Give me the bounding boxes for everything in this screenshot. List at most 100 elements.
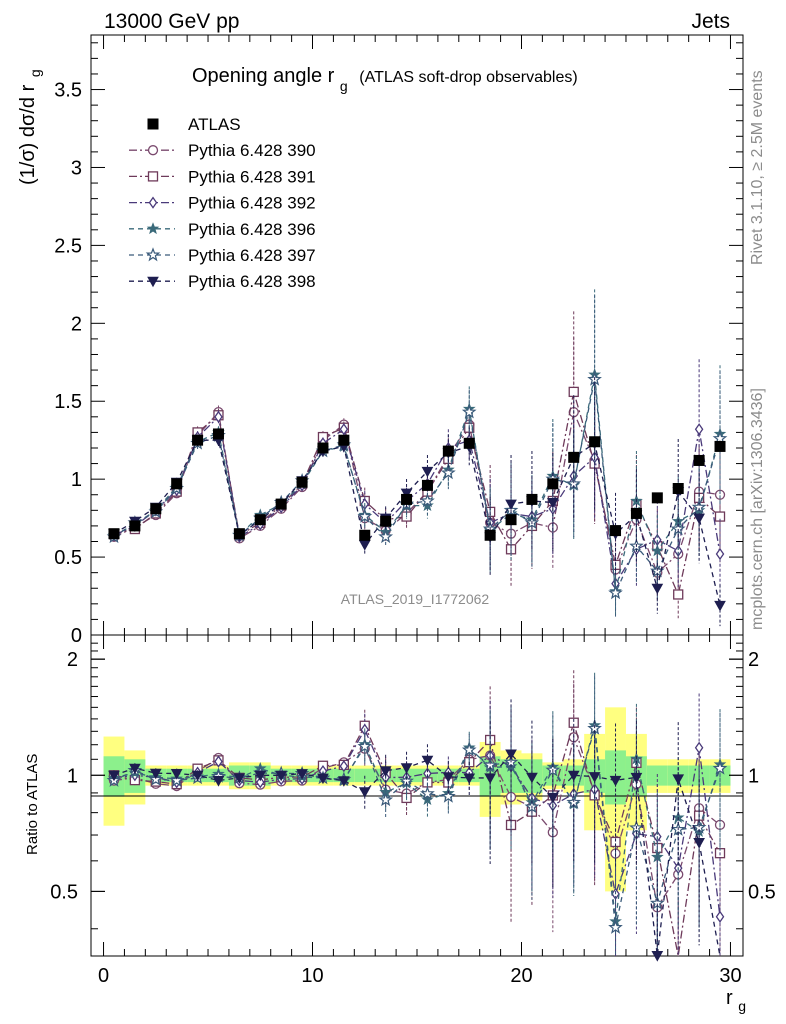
x-tick-label: 20 <box>510 965 532 987</box>
ratio-point <box>357 738 373 753</box>
main-series <box>106 289 728 627</box>
analysis-watermark: ATLAS_2019_I1772062 <box>341 591 490 607</box>
ratio-tick-label-left: 0.5 <box>50 881 78 903</box>
ratio-point <box>694 741 704 754</box>
ratio-tick-label-left: 2 <box>67 649 78 671</box>
data-point <box>484 529 496 541</box>
data-point <box>442 445 454 457</box>
series-point <box>546 498 559 509</box>
ratio-point <box>712 760 728 775</box>
y-axis-label-sub: g <box>27 69 43 77</box>
ratio-point <box>505 749 517 761</box>
ratio-point <box>442 772 455 783</box>
ratio-point <box>317 773 329 785</box>
x-axis-label: r g <box>726 987 746 1014</box>
y-tick-label: 1 <box>71 469 82 491</box>
chart-title-sub: g <box>340 78 348 94</box>
series-line <box>113 379 721 596</box>
data-point <box>192 434 204 446</box>
data-point <box>630 507 642 519</box>
data-point <box>401 493 413 505</box>
series-point <box>378 529 394 544</box>
series-point <box>400 488 413 500</box>
y-axis-label: (1/σ) dσ/d r g <box>17 69 43 185</box>
ratio-point <box>568 717 579 728</box>
ratio-point <box>339 760 349 773</box>
data-point <box>254 514 266 526</box>
legend: ATLAS Pythia 6.428 390 Pythia 6.428 391 Pyt… <box>129 115 316 291</box>
legend-label: Pythia 6.428 398 <box>188 272 316 291</box>
data-point <box>275 498 287 510</box>
ratio-point <box>233 773 246 784</box>
legend-label: Pythia 6.428 391 <box>188 167 316 186</box>
ratio-point <box>526 772 538 784</box>
y-tick-label: 0 <box>71 625 82 647</box>
data-point <box>672 483 684 495</box>
series-point <box>461 404 477 419</box>
ratio-point <box>421 755 434 767</box>
data-point <box>108 528 120 540</box>
legend-marker-data <box>147 118 159 130</box>
data-point <box>568 451 580 463</box>
ratio-point <box>715 910 725 923</box>
ratio-point <box>609 775 622 787</box>
data-point <box>693 454 705 466</box>
series-point <box>673 589 684 600</box>
data-point <box>421 479 433 491</box>
mcplots-note: mcplots.cern.ch [arXiv:1306.3436] <box>749 388 766 630</box>
ratio-point <box>567 770 580 782</box>
ratio-tick-label-right: 1 <box>748 765 759 787</box>
ratio-tick-label-left: 1 <box>67 765 78 787</box>
chart-title: Opening angle r g (ATLAS soft-drop obser… <box>192 65 578 96</box>
ratio-point <box>275 770 288 782</box>
y-tick-label: 3.5 <box>54 80 82 102</box>
ratio-point <box>420 785 435 800</box>
y-tick-label: 2 <box>71 313 82 335</box>
series-point <box>357 508 373 523</box>
series-point <box>358 540 371 551</box>
series-point <box>694 423 704 436</box>
y-tick-label: 3 <box>71 157 82 179</box>
series-line <box>113 415 721 586</box>
header-left: 13000 GeV pp <box>104 10 239 33</box>
legend-marker <box>147 171 159 182</box>
data-point <box>296 476 308 488</box>
series-point <box>673 544 683 557</box>
legend-marker <box>148 196 158 209</box>
legend-label-data: ATLAS <box>188 115 241 134</box>
x-axis-label-main: r <box>726 987 733 1009</box>
series-point <box>714 600 726 612</box>
ratio-series <box>106 670 728 962</box>
ratio-point <box>461 742 477 757</box>
ratio-point <box>672 774 685 785</box>
ratio-point <box>651 951 664 962</box>
x-tick-label: 10 <box>301 965 323 987</box>
series-line <box>113 409 721 574</box>
data-point <box>463 437 475 449</box>
data-point <box>150 503 162 515</box>
legend-marker <box>145 247 161 262</box>
ratio-line <box>113 728 721 928</box>
ratio-point <box>254 770 267 782</box>
ratio-point <box>546 792 559 804</box>
ratio-point <box>338 776 350 787</box>
x-tick-label: 30 <box>719 965 741 987</box>
data-point <box>610 525 622 537</box>
data-point <box>526 493 538 505</box>
ratio-point <box>214 755 223 768</box>
ratio-point <box>379 766 392 777</box>
chart-title-extra: (ATLAS soft-drop observables) <box>359 69 577 86</box>
rivet-note: Rivet 3.1.10, ≥ 2.5M events <box>749 70 766 265</box>
legend-marker <box>147 145 159 156</box>
legend-marker <box>147 276 159 288</box>
series-point <box>214 410 223 423</box>
data-point <box>359 529 371 541</box>
series-point <box>420 493 435 508</box>
ratio-tick-label-right: 2 <box>748 649 759 671</box>
ratio-point <box>212 776 225 787</box>
ratio-point <box>630 772 643 784</box>
band-inner-bin <box>354 768 376 783</box>
data-point <box>233 528 245 540</box>
ratio-tick-label-right: 0.5 <box>748 881 776 903</box>
